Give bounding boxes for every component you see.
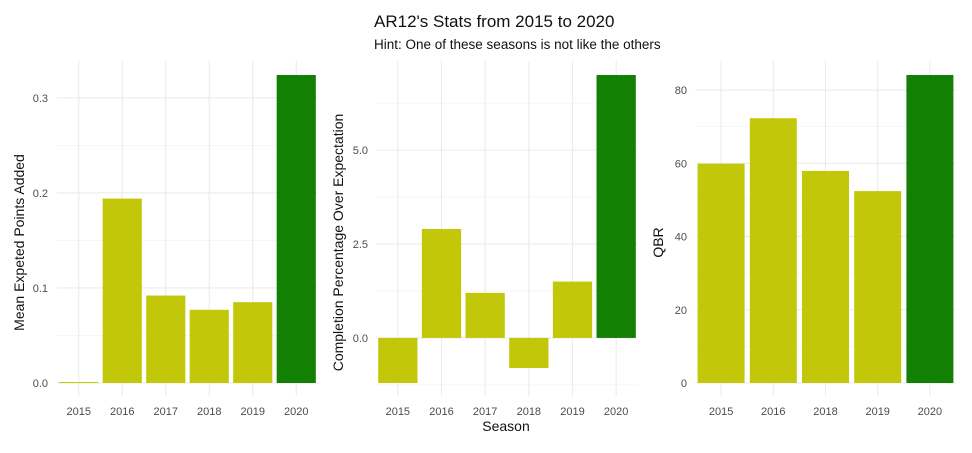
bar-2019 bbox=[233, 302, 273, 383]
y-axis-title: Completion Percentage Over Expectation bbox=[330, 114, 346, 372]
x-axis-title: Season bbox=[482, 418, 529, 434]
bar-2018 bbox=[189, 309, 229, 383]
bar-2016 bbox=[102, 198, 142, 383]
bar-2015 bbox=[697, 163, 745, 383]
y-tick-label: 80 bbox=[675, 85, 687, 97]
bar-2016 bbox=[749, 118, 797, 384]
bar-2019 bbox=[854, 191, 902, 383]
y-tick-label: 20 bbox=[675, 305, 687, 317]
x-tick-label: 2015 bbox=[386, 406, 410, 418]
y-tick-label: 0.1 bbox=[33, 283, 48, 295]
chart-title: AR12's Stats from 2015 to 2020 bbox=[374, 12, 614, 31]
x-tick-label: 2015 bbox=[709, 406, 733, 418]
x-tick-label: 2017 bbox=[154, 406, 178, 418]
y-axis-title: QBR bbox=[650, 227, 666, 257]
y-tick-label: 0.0 bbox=[353, 333, 368, 345]
bar-2018 bbox=[802, 170, 849, 383]
x-tick-label: 2016 bbox=[110, 406, 134, 418]
x-tick-label: 2020 bbox=[918, 406, 942, 418]
x-tick-label: 2016 bbox=[761, 406, 785, 418]
x-tick-label: 2018 bbox=[813, 406, 837, 418]
x-tick-label: 2019 bbox=[865, 406, 889, 418]
y-tick-label: 0.0 bbox=[33, 378, 48, 390]
bar-2019 bbox=[552, 281, 593, 338]
bar-2018 bbox=[509, 337, 549, 368]
bar-2016 bbox=[421, 229, 462, 338]
x-tick-label: 2018 bbox=[197, 406, 221, 418]
y-axis-title: Mean Expeted Points Added bbox=[11, 154, 27, 331]
x-tick-label: 2018 bbox=[517, 406, 541, 418]
y-tick-label: 0.2 bbox=[33, 188, 48, 200]
bar-2020 bbox=[596, 75, 636, 338]
chart-subtitle: Hint: One of these seasons is not like t… bbox=[374, 37, 661, 52]
y-tick-label: 60 bbox=[675, 158, 687, 170]
bar-2015 bbox=[378, 337, 418, 383]
bar-2015 bbox=[59, 382, 99, 384]
x-tick-label: 2016 bbox=[429, 406, 453, 418]
x-tick-label: 2017 bbox=[473, 406, 497, 418]
y-tick-label: 2.5 bbox=[353, 239, 368, 251]
y-tick-label: 0.3 bbox=[33, 93, 48, 105]
panel-1: 0.0 0.1 0.2 0.3 2015 2016 2017 2018 2019 2020 Mean… bbox=[11, 61, 318, 418]
x-tick-label: 2020 bbox=[604, 406, 628, 418]
x-tick-label: 2019 bbox=[560, 406, 584, 418]
y-tick-label: 0 bbox=[681, 378, 687, 390]
bar-2017 bbox=[465, 292, 505, 338]
bar-2017 bbox=[146, 295, 186, 383]
x-tick-label: 2020 bbox=[284, 406, 308, 418]
panel-2: 0.0 2.5 5.0 2015 2016 2017 2018 2019 2020 Complet… bbox=[330, 61, 638, 434]
y-tick-label: 40 bbox=[675, 232, 687, 244]
panel-3: 0 20 40 60 80 2015 2016 2018 2019 2020 QBR bbox=[650, 61, 956, 418]
x-tick-label: 2015 bbox=[67, 406, 91, 418]
y-tick-label: 5.0 bbox=[353, 145, 368, 157]
bar-2020 bbox=[276, 75, 316, 383]
chart-panels: 0.0 0.1 0.2 0.3 2015 2016 2017 2018 2019 2020 Mean… bbox=[11, 61, 956, 434]
bar-2020 bbox=[906, 75, 954, 383]
x-tick-label: 2019 bbox=[241, 406, 265, 418]
